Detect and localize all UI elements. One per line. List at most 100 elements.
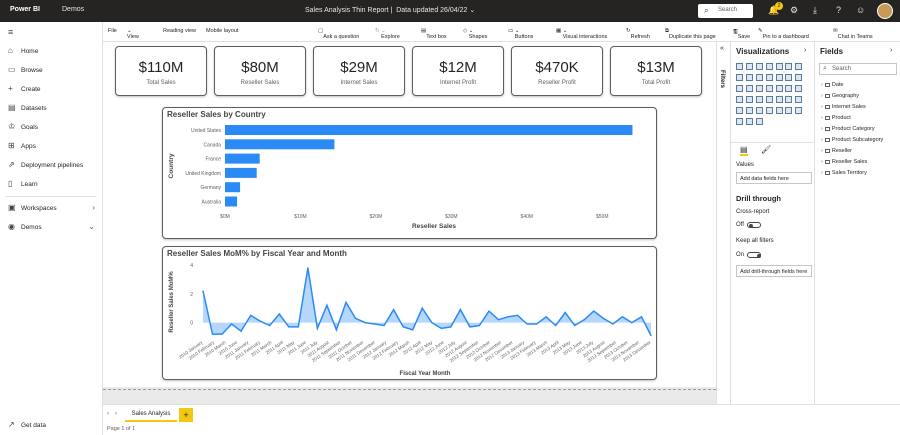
help-icon[interactable]: ? bbox=[836, 5, 842, 15]
search-input[interactable]: ⌕ Search bbox=[698, 4, 753, 18]
visual-interactions-button[interactable]: ▦ Visual interactions ⌄ bbox=[556, 28, 608, 40]
field-table[interactable]: › Product Subcategory bbox=[821, 137, 884, 143]
mobile-layout-button[interactable]: Mobile layout bbox=[206, 28, 239, 34]
power-apps-icon[interactable] bbox=[746, 118, 754, 125]
paginated-icon[interactable] bbox=[795, 107, 803, 114]
values-well[interactable]: Add data fields here bbox=[736, 172, 812, 184]
waterfall-icon[interactable] bbox=[785, 74, 793, 81]
nav-item-apps[interactable]: ⊞ Apps bbox=[8, 141, 36, 150]
collapse-fields-icon[interactable]: › bbox=[890, 47, 893, 54]
nav-item-browse[interactable]: ▭ Browse bbox=[8, 65, 43, 74]
clustered-bar-icon[interactable] bbox=[755, 63, 763, 70]
pie-icon[interactable] bbox=[746, 85, 754, 92]
app-name[interactable]: Power BI bbox=[10, 6, 40, 13]
field-table[interactable]: › Date bbox=[821, 82, 844, 88]
nav-item-goals[interactable]: ♔ Goals bbox=[8, 122, 38, 131]
nav-item-datasets[interactable]: ▤ Datasets bbox=[8, 103, 47, 112]
page-tab-sales-analysis[interactable]: Sales Analysis bbox=[125, 408, 177, 422]
100-column-icon[interactable] bbox=[785, 63, 793, 70]
download-icon[interactable]: ⤓ bbox=[813, 5, 817, 15]
gauge-icon[interactable] bbox=[736, 96, 744, 103]
table-icon[interactable] bbox=[785, 96, 793, 103]
map-icon[interactable] bbox=[775, 85, 783, 92]
hamburger-icon[interactable]: ≡ bbox=[8, 27, 14, 37]
text-box-button[interactable]: ▤ Text box bbox=[421, 28, 447, 40]
field-table[interactable]: › Product Category bbox=[821, 126, 875, 132]
field-table[interactable]: › Geography bbox=[821, 93, 860, 99]
filled-map-icon[interactable] bbox=[785, 85, 793, 92]
format-tab-icon[interactable]: 🖌 bbox=[761, 145, 772, 154]
pin-dashboard-button[interactable]: ✎ Pin to a dashboard bbox=[758, 28, 809, 40]
reading-view-button[interactable]: Reading view bbox=[163, 28, 197, 34]
kpi-card-total-sales[interactable]: $110M Total Sales bbox=[115, 46, 207, 96]
shapes-button[interactable]: ◇ Shapes ⌄ bbox=[463, 28, 488, 40]
shape-map-icon[interactable] bbox=[795, 85, 803, 92]
field-table[interactable]: › Sales Territory bbox=[821, 170, 867, 176]
funnel-icon[interactable] bbox=[795, 74, 803, 81]
area-chart-visual[interactable]: Reseller Sales MoM% by Fiscal Year and M… bbox=[162, 246, 657, 380]
field-table[interactable]: › Product bbox=[821, 115, 851, 121]
key-influencers-icon[interactable] bbox=[755, 107, 763, 114]
power-automate-icon[interactable] bbox=[755, 118, 763, 125]
area-chart-icon[interactable] bbox=[736, 74, 744, 81]
ribbon-chart-icon[interactable] bbox=[775, 74, 783, 81]
fields-search-input[interactable]: ⌕ Search bbox=[819, 63, 897, 75]
clustered-column-icon[interactable] bbox=[765, 63, 773, 70]
r-visual-icon[interactable] bbox=[736, 107, 744, 114]
nav-item-learn[interactable]: ▯ Learn bbox=[8, 179, 38, 188]
python-visual-icon[interactable] bbox=[746, 107, 754, 114]
donut-icon[interactable] bbox=[755, 85, 763, 92]
nav-item-demos[interactable]: ◉ Demos ⌄ bbox=[8, 222, 95, 231]
add-page-button[interactable]: + bbox=[179, 408, 193, 422]
nav-item-home[interactable]: ⌂ Home bbox=[8, 46, 39, 55]
nav-item-deployment-pipelines[interactable]: ⇗ Deployment pipelines bbox=[8, 160, 84, 169]
collapse-viz-icon[interactable]: › bbox=[804, 47, 807, 54]
nav-item-get-data[interactable]: ↗ Get data bbox=[8, 420, 46, 429]
kpi-icon[interactable] bbox=[765, 96, 773, 103]
refresh-button[interactable]: ↻ Refresh bbox=[626, 28, 650, 40]
kpi-card-reseller-profit[interactable]: $470K Reseller Profit bbox=[511, 46, 603, 96]
avatar[interactable] bbox=[877, 3, 893, 19]
field-table[interactable]: › Reseller Sales bbox=[821, 159, 868, 165]
decomposition-tree-icon[interactable] bbox=[765, 107, 773, 114]
report-title[interactable]: Sales Analysis Thin Report | Data update… bbox=[305, 7, 476, 14]
matrix-icon[interactable] bbox=[795, 96, 803, 103]
multi-row-card-icon[interactable] bbox=[755, 96, 763, 103]
stacked-column-icon[interactable] bbox=[746, 63, 754, 70]
slicer-icon[interactable] bbox=[775, 96, 783, 103]
kpi-card-total-profit[interactable]: $13M Total Profit bbox=[610, 46, 702, 96]
smart-narrative-icon[interactable] bbox=[785, 107, 793, 114]
nav-item-workspaces[interactable]: ▣ Workspaces › bbox=[8, 203, 95, 212]
collapse-icon[interactable]: « bbox=[720, 45, 724, 52]
feedback-icon[interactable]: ☺ bbox=[856, 5, 866, 15]
fields-tab-icon[interactable]: ▤ bbox=[740, 145, 748, 156]
kpi-card-internet-profit[interactable]: $12M Internet Profit bbox=[412, 46, 504, 96]
100-bar-icon[interactable] bbox=[775, 63, 783, 70]
treemap-icon[interactable] bbox=[765, 85, 773, 92]
field-table[interactable]: › Reseller bbox=[821, 148, 853, 154]
save-button[interactable]: 🖫 Save bbox=[733, 29, 751, 40]
chat-teams-button[interactable]: ✉ Chat in Teams bbox=[833, 28, 873, 40]
scatter-icon[interactable] bbox=[736, 85, 744, 92]
stacked-area-icon[interactable] bbox=[746, 74, 754, 81]
duplicate-page-button[interactable]: ⧉ Duplicate this page bbox=[665, 28, 716, 40]
line-clustered-icon[interactable] bbox=[765, 74, 773, 81]
workspace-name[interactable]: Demos bbox=[62, 6, 85, 13]
gear-icon[interactable]: ⚙ bbox=[790, 5, 799, 15]
drill-through-well[interactable]: Add drill-through fields here bbox=[736, 265, 812, 277]
field-table[interactable]: › Internet Sales bbox=[821, 104, 866, 110]
kpi-card-internet-sales[interactable]: $29M Internet Sales bbox=[313, 46, 405, 96]
view-menu[interactable]: View ⌄ bbox=[127, 28, 139, 40]
stacked-bar-icon[interactable] bbox=[736, 63, 744, 70]
prev-page-icon[interactable]: ‹ bbox=[107, 411, 109, 417]
kpi-card-reseller-sales[interactable]: $80M Reseller Sales bbox=[214, 46, 306, 96]
card-icon[interactable] bbox=[746, 96, 754, 103]
file-menu[interactable]: File bbox=[108, 28, 117, 34]
bell-icon[interactable]: 🔔 bbox=[768, 5, 780, 15]
nav-item-create[interactable]: + Create bbox=[8, 84, 41, 93]
ask-question-button[interactable]: ▢ Ask a question bbox=[318, 28, 360, 40]
azure-map-icon[interactable] bbox=[736, 118, 744, 125]
explore-button[interactable]: ↻ Explore ⌄ bbox=[375, 28, 400, 40]
filters-pane[interactable]: « Filters bbox=[716, 42, 730, 404]
line-chart-icon[interactable] bbox=[795, 63, 803, 70]
